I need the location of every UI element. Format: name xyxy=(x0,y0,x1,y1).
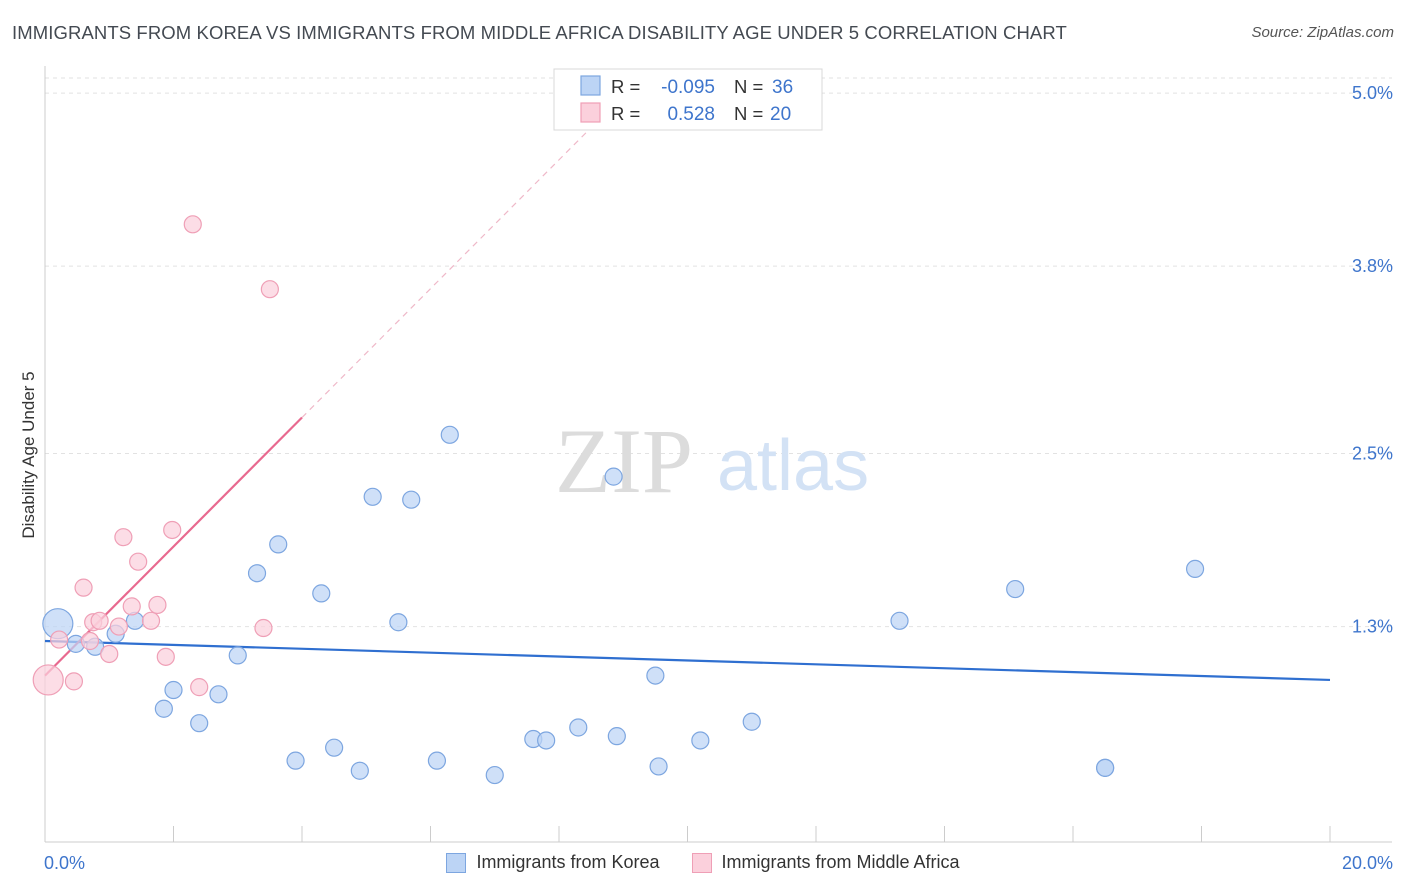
point-korea xyxy=(190,714,209,733)
point-korea xyxy=(742,712,761,731)
point-africa xyxy=(64,672,84,691)
point-korea xyxy=(427,751,447,770)
point-africa xyxy=(32,664,64,696)
point-africa xyxy=(80,631,100,651)
point-korea xyxy=(350,761,369,780)
y-tick-label: 1.3% xyxy=(1352,617,1393,637)
point-korea xyxy=(325,738,344,757)
point-korea xyxy=(691,731,710,750)
point-africa xyxy=(74,578,93,597)
y-axis-label: Disability Age Under 5 xyxy=(19,371,38,538)
gridlines xyxy=(45,77,1392,628)
point-africa xyxy=(114,528,133,547)
point-korea xyxy=(363,487,382,506)
legend-item-korea[interactable]: Immigrants from Korea xyxy=(446,852,660,873)
trendline-korea xyxy=(44,639,1331,682)
x-tick-label: 20.0% xyxy=(1342,853,1393,873)
stats-swatch-africa xyxy=(580,102,601,123)
stats-n-label-korea: N = xyxy=(734,76,763,97)
legend-label-africa: Immigrants from Middle Africa xyxy=(721,852,960,872)
y-tick-label: 2.5% xyxy=(1352,444,1393,464)
point-korea xyxy=(286,751,305,770)
trendline-africa-projection xyxy=(301,114,605,418)
point-africa xyxy=(50,630,69,649)
point-korea xyxy=(154,699,173,718)
point-korea xyxy=(604,467,623,486)
point-africa xyxy=(156,647,175,666)
stats-n-value-africa: 20 xyxy=(770,104,791,125)
point-africa xyxy=(254,618,273,638)
stats-n-value-korea: 36 xyxy=(772,77,793,98)
chart-title: IMMIGRANTS FROM KOREA VS IMMIGRANTS FROM… xyxy=(12,22,1067,43)
y-tick-label: 3.8% xyxy=(1352,256,1393,276)
legend-swatch-africa xyxy=(691,852,712,873)
point-korea xyxy=(1096,758,1115,777)
point-korea xyxy=(1006,579,1025,599)
point-africa xyxy=(90,611,109,630)
stats-box: R = -0.095 N = 36 R = 0.528 N = 20 xyxy=(553,68,823,131)
point-korea xyxy=(537,731,556,750)
point-korea xyxy=(209,685,228,704)
point-africa xyxy=(163,520,182,540)
point-korea xyxy=(646,666,665,685)
legend-label-korea: Immigrants from Korea xyxy=(476,852,660,872)
legend: Immigrants from Korea Immigrants from Mi… xyxy=(0,852,1406,873)
stats-swatch-korea xyxy=(580,75,601,96)
point-korea xyxy=(228,646,247,665)
points xyxy=(32,215,1205,785)
stats-n-label-africa: N = xyxy=(734,103,763,124)
axes xyxy=(44,66,1392,843)
tick-labels: 1.3% 2.5% 3.8% 5.0% 0.0% 20.0% xyxy=(44,83,1393,873)
point-africa xyxy=(122,597,141,616)
point-korea xyxy=(569,718,588,737)
point-africa xyxy=(183,215,202,234)
point-korea xyxy=(1185,559,1205,578)
point-africa xyxy=(260,280,279,299)
legend-swatch-korea xyxy=(446,852,467,873)
point-africa xyxy=(100,644,119,664)
point-africa xyxy=(190,678,209,697)
point-africa xyxy=(129,552,148,571)
y-tick-label: 5.0% xyxy=(1352,83,1393,103)
trendlines xyxy=(44,114,1331,682)
watermark-zip: ZIP xyxy=(555,410,693,512)
point-korea xyxy=(389,613,408,632)
point-korea xyxy=(440,425,459,444)
stats-r-value-korea: -0.095 xyxy=(661,77,715,98)
point-korea xyxy=(402,490,421,509)
watermark-atlas: atlas xyxy=(717,426,869,506)
source-label: Source: ZipAtlas.com xyxy=(1251,24,1394,41)
stats-r-label-korea: R = xyxy=(611,76,640,97)
legend-item-africa[interactable]: Immigrants from Middle Africa xyxy=(691,852,960,873)
point-korea xyxy=(890,611,909,630)
stats-r-label-africa: R = xyxy=(611,103,640,124)
point-africa xyxy=(148,595,167,615)
point-korea xyxy=(312,584,331,603)
point-korea xyxy=(247,564,267,583)
point-africa xyxy=(141,611,161,630)
stats-r-value-africa: 0.528 xyxy=(667,104,715,125)
point-korea xyxy=(485,765,504,785)
point-korea xyxy=(649,757,668,776)
point-africa xyxy=(109,617,128,636)
point-korea xyxy=(607,727,626,746)
point-korea xyxy=(269,535,288,554)
point-korea xyxy=(164,680,183,700)
x-tick-label: 0.0% xyxy=(44,853,85,873)
